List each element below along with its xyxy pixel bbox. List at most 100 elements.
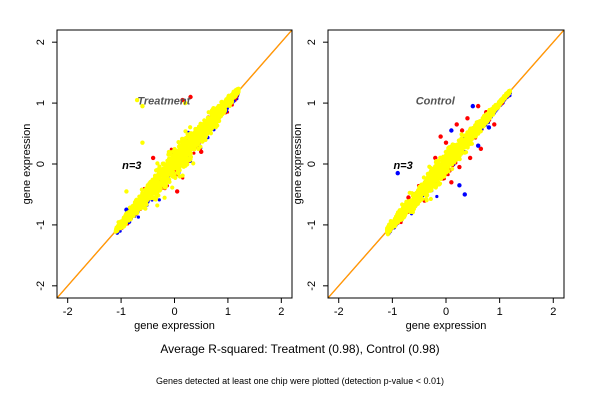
sample-count-annotation: n=3	[122, 160, 141, 172]
scatter-point	[413, 200, 418, 205]
scatter-point	[227, 103, 232, 109]
scatter-point	[186, 148, 191, 154]
scatter-point	[421, 175, 426, 180]
scatter-point	[166, 177, 171, 182]
scatter-point	[155, 161, 160, 166]
scatter-point	[140, 140, 145, 145]
scatter-point	[497, 100, 502, 106]
scatter-point	[188, 134, 193, 139]
panel-control: -2 -1 0 1 2 -2 -1 0 1 2 gene expression gene expres…	[292, 29, 565, 332]
scatter-point	[478, 146, 484, 151]
scatter-point	[140, 103, 145, 109]
scatter-point	[144, 190, 149, 196]
scatter-point	[133, 198, 139, 203]
scatter-point	[412, 194, 417, 199]
scatter-point	[183, 129, 188, 134]
scatter-point	[139, 187, 144, 192]
scatter-point	[174, 189, 180, 194]
scatter-point	[210, 107, 215, 112]
y-tick-label: 2	[306, 39, 318, 45]
scatter-point	[136, 215, 140, 219]
scatter-point	[143, 206, 148, 211]
scatter-point	[422, 183, 427, 188]
scatter-point	[467, 141, 473, 146]
scatter-point	[433, 170, 438, 176]
scatter-point	[396, 215, 401, 220]
scatter-point	[140, 195, 145, 200]
scatter-point	[437, 171, 442, 176]
scatter-point	[163, 181, 168, 187]
scatter-point	[486, 113, 491, 118]
scatter-point	[183, 158, 189, 163]
scatter-point	[161, 177, 167, 182]
scatter-point	[192, 147, 197, 152]
scatter-point	[179, 155, 184, 160]
scatter-point	[227, 95, 232, 100]
scatter-point	[209, 116, 215, 121]
scatter-point	[459, 128, 465, 133]
scatter-point	[139, 205, 144, 210]
scatter-point	[462, 137, 467, 143]
scatter-point	[150, 189, 156, 194]
scatter-point	[121, 216, 126, 222]
scatter-point	[208, 131, 214, 136]
scatter-point	[161, 162, 166, 167]
scatter-point	[168, 150, 173, 155]
scatter-point	[404, 210, 409, 215]
scatter-point	[122, 220, 127, 226]
scatter-point	[231, 91, 236, 97]
scatter-point	[443, 158, 449, 164]
scatter-point	[492, 122, 497, 127]
scatter-point	[191, 161, 196, 166]
scatter-point	[156, 167, 161, 173]
scatter-point	[165, 169, 170, 174]
scatter-point	[438, 134, 443, 139]
panel-label: Treatment	[137, 95, 191, 107]
scatter-point	[205, 123, 210, 128]
scatter-point	[454, 157, 459, 162]
y-axis-label: gene expression	[292, 124, 304, 205]
x-axis-label: gene expression	[134, 320, 215, 332]
scatter-point	[144, 202, 149, 207]
scatter-point	[450, 166, 455, 171]
y-tick-label: 0	[306, 161, 318, 167]
scatter-point	[136, 204, 141, 209]
scatter-point	[395, 170, 400, 176]
scatter-point	[475, 143, 481, 148]
x-tick-label: -1	[116, 306, 126, 318]
scatter-point	[408, 198, 414, 203]
scatter-point	[427, 188, 432, 193]
scatter-point	[182, 100, 188, 106]
scatter-point	[485, 116, 490, 121]
scatter-point	[408, 209, 413, 215]
scatter-point	[459, 132, 464, 137]
scatter-point	[198, 132, 203, 137]
scatter-point	[155, 203, 160, 208]
scatter-point	[406, 195, 411, 200]
y-tick-label: -1	[35, 220, 47, 230]
panel-label: Control	[416, 95, 456, 107]
scatter-point	[172, 161, 177, 166]
scatter-point	[470, 103, 476, 109]
scatter-point	[422, 192, 427, 197]
scatter-point	[162, 185, 168, 190]
scatter-point	[188, 125, 193, 130]
x-axis-label: gene expression	[406, 320, 487, 332]
scatter-point	[400, 207, 405, 212]
scatter-point	[441, 174, 446, 179]
scatter-point	[202, 118, 207, 123]
y-tick-label: -1	[306, 220, 318, 230]
x-tick-label: 2	[550, 306, 556, 318]
scatter-point	[434, 158, 439, 164]
summary-caption: Average R-squared: Treatment (0.98), Con…	[160, 342, 440, 356]
x-tick-label: 0	[171, 306, 177, 318]
scatter-point	[134, 97, 140, 103]
scatter-point	[188, 94, 193, 100]
scatter-point	[171, 172, 177, 177]
scatter-point	[449, 128, 454, 133]
scatter-point	[165, 172, 170, 177]
scatter-point	[162, 195, 167, 200]
sample-count-annotation: n=3	[393, 160, 412, 172]
plot-area	[328, 30, 564, 298]
scatter-point	[406, 204, 411, 209]
